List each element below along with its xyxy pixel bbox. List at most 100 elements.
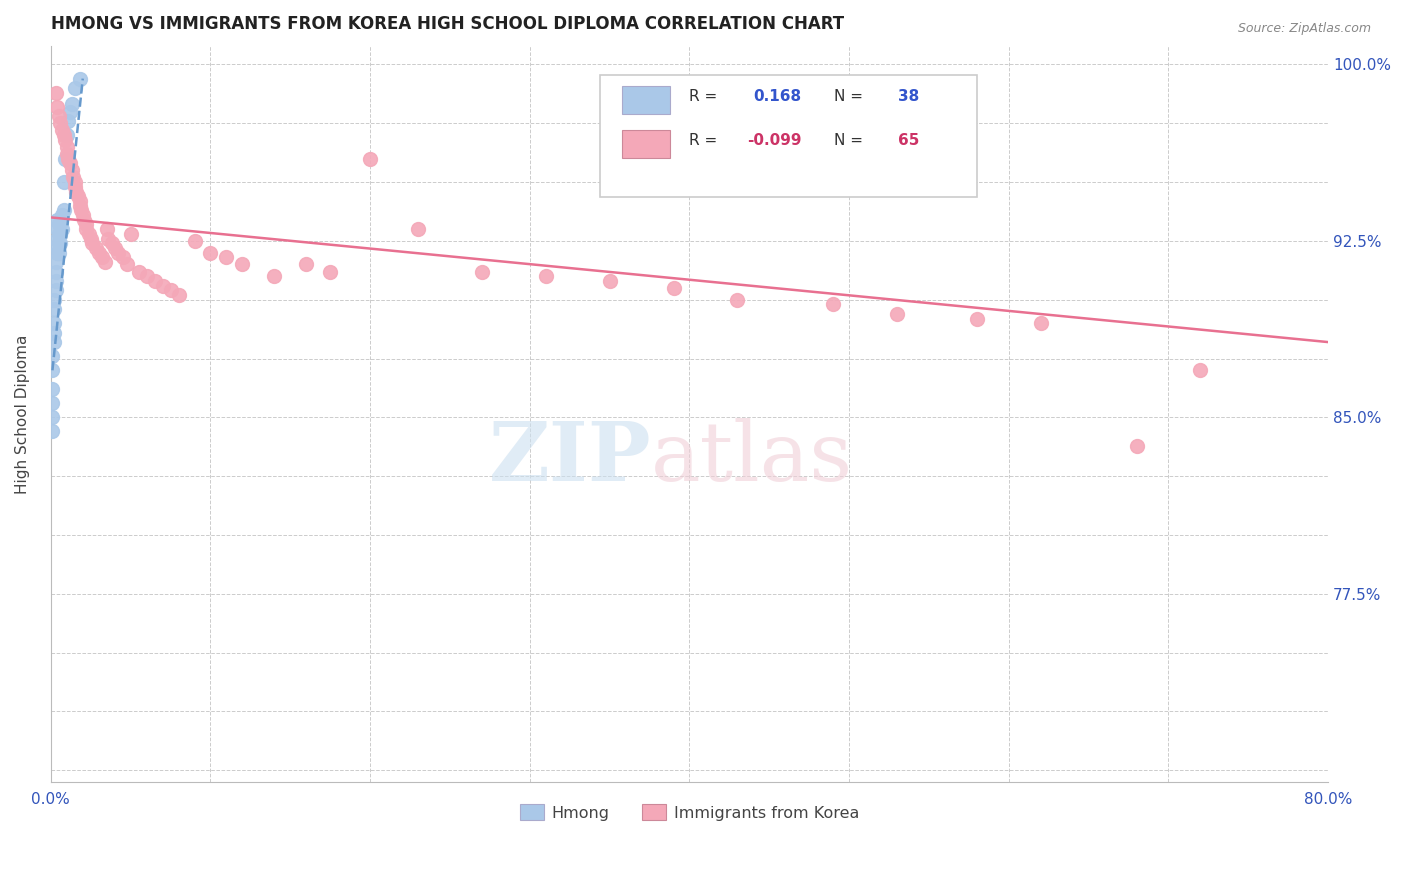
Y-axis label: High School Diploma: High School Diploma [15, 334, 30, 493]
Point [120, 227, 142, 241]
Point [59, 104, 82, 119]
Point [82, 236, 104, 251]
Point [46, 100, 69, 114]
Point [69, 71, 91, 86]
Point [51, 222, 73, 236]
Point [42, 326, 65, 340]
Point [725, 293, 748, 307]
Point [62, 170, 84, 185]
Text: Source: ZipAtlas.com: Source: ZipAtlas.com [1237, 22, 1371, 36]
Text: 0.168: 0.168 [754, 89, 801, 104]
Point [84, 241, 107, 255]
Point [51, 208, 73, 222]
Point [49, 116, 72, 130]
Point [53, 152, 76, 166]
Text: atlas: atlas [651, 418, 853, 498]
Text: ZIP: ZIP [488, 418, 651, 498]
Point [263, 269, 285, 284]
Point [128, 264, 150, 278]
Point [73, 212, 96, 227]
Point [45, 274, 67, 288]
Point [75, 218, 97, 232]
Text: -0.099: -0.099 [747, 133, 801, 148]
Point [66, 189, 89, 203]
Point [886, 307, 908, 321]
Point [60, 163, 83, 178]
Point [45, 255, 67, 269]
Point [45, 264, 67, 278]
Point [52, 203, 75, 218]
Point [183, 234, 205, 248]
Point [56, 140, 79, 154]
Text: R =: R = [689, 89, 717, 104]
Point [42, 302, 65, 317]
Point [52, 128, 75, 142]
Point [406, 222, 429, 236]
Point [1029, 316, 1052, 330]
Point [48, 236, 70, 251]
Point [46, 212, 69, 227]
Point [135, 269, 157, 284]
Point [1125, 439, 1147, 453]
Point [1189, 363, 1212, 377]
Point [41, 382, 63, 396]
FancyBboxPatch shape [600, 75, 977, 196]
Point [100, 236, 122, 251]
Bar [621, 130, 671, 158]
Point [80, 231, 103, 245]
Point [41, 410, 63, 425]
Point [823, 297, 845, 311]
Point [534, 269, 557, 284]
Point [90, 251, 112, 265]
Point [45, 283, 67, 297]
Point [72, 208, 94, 222]
Bar [621, 87, 671, 114]
Point [41, 363, 63, 377]
Point [75, 222, 97, 236]
Point [63, 179, 86, 194]
Point [46, 222, 69, 236]
Point [94, 255, 117, 269]
Point [966, 311, 988, 326]
Text: 65: 65 [897, 133, 920, 148]
Point [56, 147, 79, 161]
Point [107, 245, 129, 260]
Point [52, 175, 75, 189]
Point [231, 257, 253, 271]
Point [49, 236, 72, 251]
Point [295, 257, 318, 271]
Point [200, 245, 222, 260]
Point [42, 335, 65, 350]
Point [41, 425, 63, 439]
Point [662, 281, 685, 295]
Point [48, 218, 70, 232]
Point [117, 257, 139, 271]
Point [42, 316, 65, 330]
Point [56, 128, 79, 142]
Point [77, 227, 100, 241]
Point [58, 152, 80, 166]
Point [599, 274, 621, 288]
Point [104, 241, 127, 255]
Point [97, 231, 120, 245]
Point [48, 109, 70, 123]
Point [63, 175, 86, 189]
Point [41, 349, 63, 363]
Point [53, 133, 76, 147]
Point [46, 245, 69, 260]
Point [46, 238, 69, 252]
Point [167, 288, 190, 302]
Point [60, 97, 83, 112]
Text: 38: 38 [897, 89, 920, 104]
Point [215, 251, 238, 265]
Point [65, 185, 87, 199]
Text: R =: R = [689, 133, 717, 148]
Point [96, 222, 118, 236]
Point [111, 251, 134, 265]
Point [49, 218, 72, 232]
Point [49, 227, 72, 241]
Point [48, 227, 70, 241]
Point [59, 156, 82, 170]
Point [51, 123, 73, 137]
Point [58, 114, 80, 128]
